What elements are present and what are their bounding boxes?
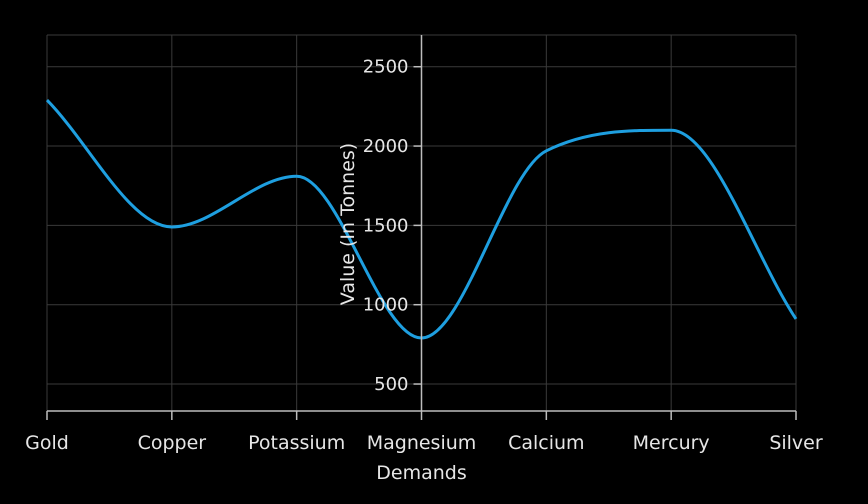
x-tick-label: Potassium bbox=[248, 432, 345, 454]
y-tick-label: 2000 bbox=[363, 136, 409, 157]
y-tick-label: 500 bbox=[374, 374, 408, 395]
x-tick-label: Calcium bbox=[508, 432, 584, 454]
x-axis-label: Demands bbox=[376, 462, 466, 484]
x-axis-ticks: Gold Copper Potassium Magnesium Calcium Mercu… bbox=[25, 411, 823, 454]
y-axis-label: Value (In Tonnes) bbox=[337, 143, 359, 305]
y-tick-label: 1500 bbox=[363, 215, 409, 236]
x-tick-label: Copper bbox=[138, 432, 207, 454]
x-tick-label: Gold bbox=[25, 432, 69, 454]
x-tick-label: Silver bbox=[769, 432, 823, 454]
y-tick-label: 2500 bbox=[363, 57, 409, 78]
y-tick-label: 1000 bbox=[363, 295, 409, 316]
x-tick-label: Magnesium bbox=[367, 432, 477, 454]
x-tick-label: Mercury bbox=[633, 432, 710, 454]
y-axis-ticks: 500 1000 1500 2000 2500 bbox=[363, 57, 422, 395]
